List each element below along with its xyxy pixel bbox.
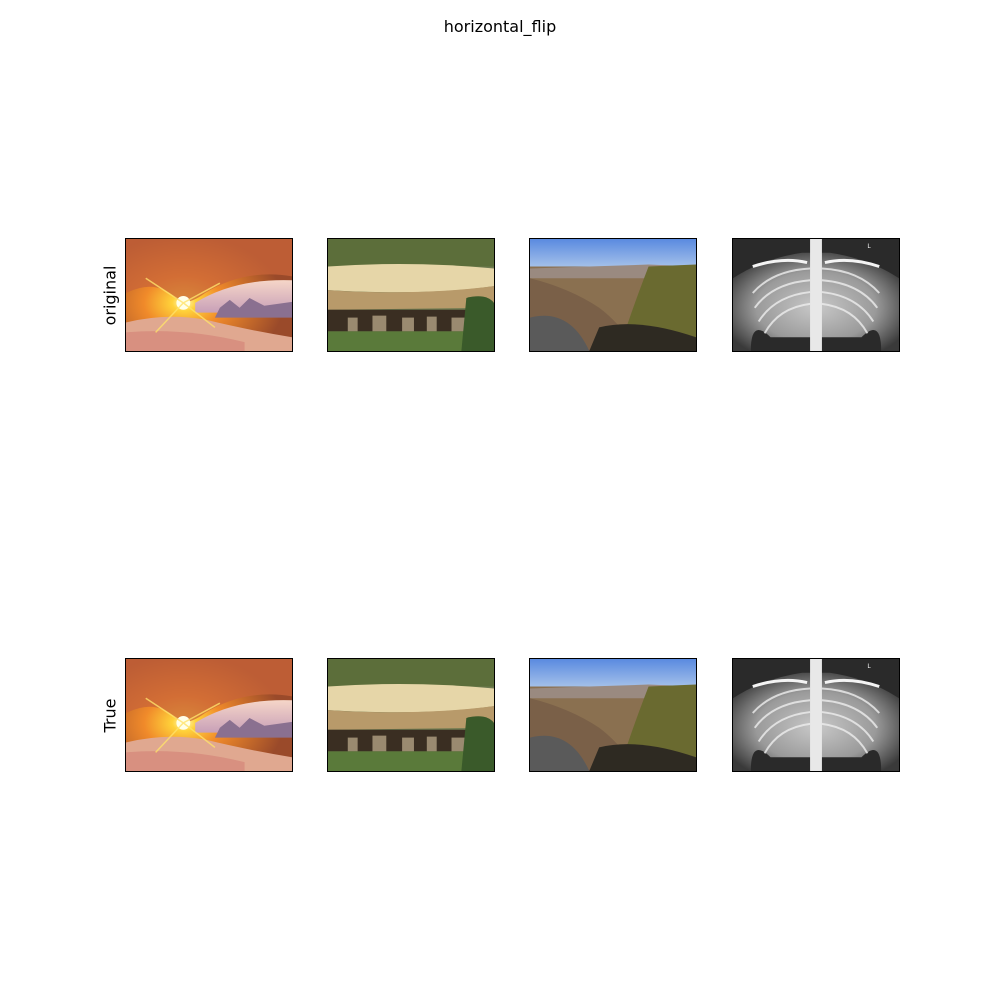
image-original-canyon [529, 238, 697, 352]
figure-title: horizontal_flip [443, 17, 557, 36]
row-label-true: True [100, 698, 120, 733]
xray-marker-flipped: L [867, 664, 871, 670]
image-original-xray: L [732, 238, 900, 352]
row-label-original: original [100, 265, 120, 326]
image-flipped-xray: L [732, 658, 900, 772]
image-flipped-cliff-dwelling [327, 658, 495, 772]
xray-marker-original: L [867, 244, 871, 250]
image-original-arch [125, 238, 293, 352]
image-original-cliff-dwelling [327, 238, 495, 352]
image-flipped-canyon [529, 658, 697, 772]
image-flipped-arch [125, 658, 293, 772]
